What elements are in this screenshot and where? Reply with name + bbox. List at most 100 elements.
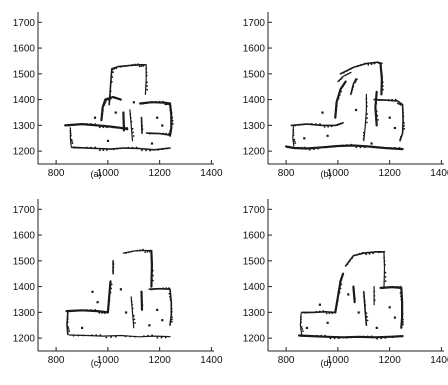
trajectory-point [149,132,151,135]
trajectory-point [151,258,153,261]
trajectory-point [318,310,321,313]
trajectory-point [346,70,349,72]
trajectory-point [394,98,397,101]
trajectory-point [127,251,130,254]
trajectory-point [354,81,356,84]
trajectory-point [375,95,378,98]
trajectory-point [95,334,98,336]
trajectory-point [90,123,92,125]
trajectory-point [346,263,349,265]
trajectory-point [382,88,384,91]
x-tick-label: 1400 [200,355,223,366]
trajectory-point [377,251,380,254]
y-tick-label: 1600 [13,231,36,242]
panel-caption: (d) [321,358,332,368]
trajectory-point [149,149,152,152]
y-tick-label: 1700 [13,205,36,216]
trajectory-point [140,295,143,298]
trajectory-point [158,100,161,103]
trajectory-point [333,145,336,148]
trajectory-point [110,80,113,83]
y-tick-label: 1500 [243,69,266,80]
trajectory-point [145,71,148,74]
trajectory-point [162,100,165,103]
trajectory-point [169,299,172,301]
trajectory-point [98,312,101,314]
trajectory-point [140,121,143,123]
trajectory-point [402,318,404,321]
trajectory-path [68,334,171,338]
trajectory-point [303,312,306,314]
trajectory-point [402,115,405,118]
trajectory-point [152,274,154,277]
trajectory-point [336,299,339,302]
trajectory-point [362,131,365,134]
trajectory-point [313,148,315,151]
trajectory-point [170,307,173,310]
trajectory-point [389,146,391,149]
trajectory-point [169,130,171,133]
y-tick-label: 1200 [13,334,36,345]
trajectory-point [300,146,303,149]
trajectory-point [108,99,111,102]
trajectory-point [384,280,387,282]
trajectory-point [327,125,329,128]
trajectory-point [151,288,153,291]
trajectory-point [68,330,70,332]
trajectory-point [157,149,160,151]
trajectory-point [102,149,105,152]
trajectory-point [294,142,297,145]
trajectory-point [71,140,73,143]
y-tick-label: 1200 [243,147,266,158]
trajectory-point [333,337,336,340]
trajectory-point [171,119,174,122]
trajectory-point [141,124,144,127]
trajectory-point [131,307,134,310]
trajectory-point [380,146,382,149]
trajectory-point [360,63,363,66]
trajectory-point [165,147,168,150]
trajectory-point [375,102,378,105]
trajectory-point [131,304,134,306]
trajectory-point [81,326,84,329]
trajectory-point [70,138,73,141]
trajectory-point [105,336,108,339]
trajectory-point [114,111,117,114]
y-tick-label: 1500 [243,256,266,267]
trajectory-point [127,146,130,149]
trajectory-point [356,253,358,256]
trajectory-point [338,123,341,126]
trajectory-point [90,309,92,311]
trajectory-point [126,127,129,129]
y-tick-label: 1200 [243,334,266,345]
trajectory-point [373,299,376,302]
trajectory-point [337,337,340,340]
trajectory-point [164,103,167,106]
trajectory-point [131,127,134,130]
trajectory-point [112,126,114,129]
y-tick-label: 1400 [243,282,266,293]
trajectory-point [348,260,351,262]
trajectory-point [124,127,127,129]
trajectory-point [362,335,365,338]
trajectory-point [151,269,154,272]
trajectory-path [145,132,171,136]
trajectory-point [310,123,313,125]
trajectory-point [72,334,75,337]
trajectory-point [376,146,378,149]
trajectory-point [367,63,370,66]
trajectory-point [292,131,295,134]
trajectory-point [114,335,117,338]
trajectory-point [297,146,300,149]
trajectory-point [342,71,345,74]
trajectory-point [103,312,106,314]
trajectory-point [90,146,92,149]
trajectory-point [116,97,119,100]
trajectory-point [110,336,112,338]
trajectory-point [171,316,173,318]
y-tick-label: 1600 [243,44,266,55]
trajectory-point [393,146,396,149]
trajectory-point [356,78,358,81]
y-tick-label: 1400 [243,95,266,106]
trajectory-point [162,132,165,135]
